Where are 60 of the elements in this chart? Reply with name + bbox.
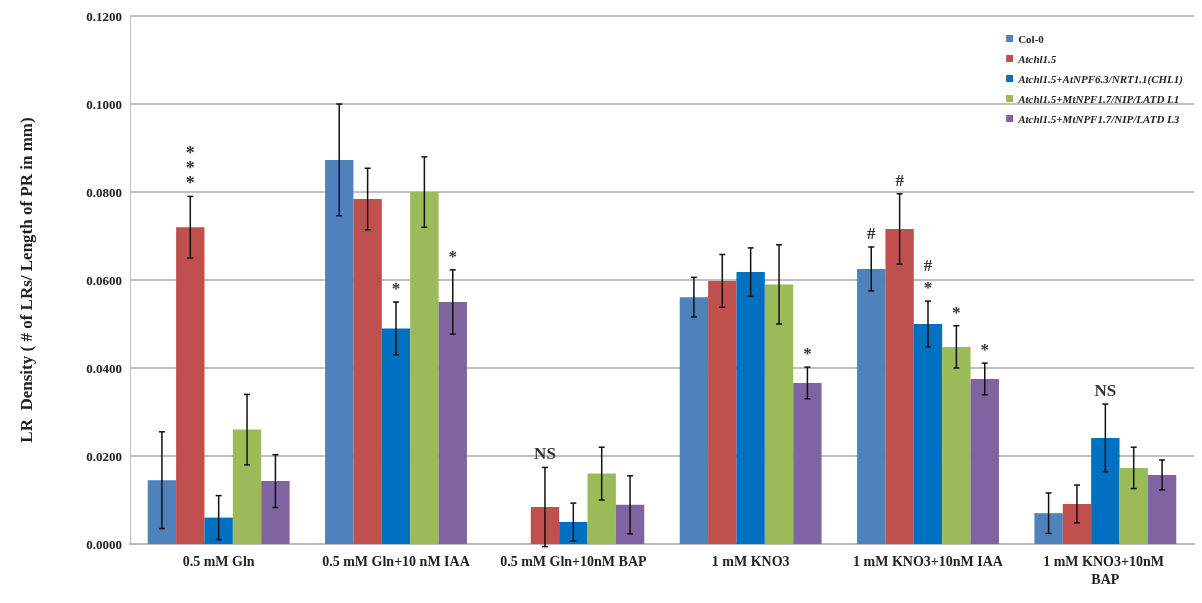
y-tick-label: 0.1000 [86, 96, 122, 112]
bar [1091, 437, 1120, 544]
y-tick-label: 0.0000 [86, 536, 122, 552]
annotation: * [952, 302, 961, 322]
annotation: *** [185, 142, 195, 193]
bar [970, 379, 999, 544]
bar [679, 297, 709, 544]
annotation: * [391, 279, 401, 298]
bar [708, 280, 737, 544]
annotation: NS [1094, 381, 1117, 401]
annotation: * [803, 344, 812, 364]
bar [1034, 513, 1063, 544]
legend-label: Atchl1.5+MtNPF1.7/NIP/LATD L3 [1017, 112, 1180, 125]
annotation: # [867, 224, 876, 243]
x-tick-label: 1 mM KNO3+10nM IAA [853, 553, 1004, 569]
y-tick-label: 0.0800 [86, 184, 122, 200]
bar [913, 324, 943, 544]
x-tick-label: 1 mM KNO3 [711, 553, 790, 569]
bar [353, 199, 382, 544]
bar [1062, 503, 1092, 544]
bar [587, 473, 616, 544]
bar [530, 507, 560, 544]
bar [857, 269, 886, 544]
annotation: # [923, 256, 933, 276]
bar [736, 272, 765, 544]
bar [1147, 474, 1177, 544]
annotation: # [895, 170, 905, 190]
bar [204, 517, 233, 544]
bar [232, 429, 262, 544]
legend-label: Atchl1.5 [1017, 52, 1057, 65]
x-tick-label: 1 mM KNO3+10nM BAP [1043, 553, 1168, 587]
annotation: * [448, 246, 457, 266]
y-tick-label: 0.0400 [86, 360, 122, 376]
bar [176, 227, 205, 544]
bar [559, 522, 588, 544]
x-tick-label: 0.5 mM Gln [182, 553, 255, 569]
bar [438, 302, 467, 544]
legend-label: Atchl1.5+AtNPF6.3/NRT1.1(CHL1) [1017, 72, 1183, 86]
x-tick-label: 0.5 mM Gln+10nM BAP [500, 553, 647, 569]
y-tick-label: 0.0200 [86, 448, 122, 464]
bar [764, 284, 794, 544]
y-axis-title: LR Density ( # of LRs/ Length of PR in mm) [17, 117, 36, 443]
x-tick-label: 0.5 mM Gln+10 nM IAA [322, 553, 471, 569]
bar [261, 481, 290, 544]
bar [381, 328, 411, 544]
bar [1119, 467, 1148, 544]
annotation: * [980, 340, 989, 360]
bar [325, 159, 354, 544]
bar [615, 504, 645, 544]
bar [793, 382, 822, 544]
bar [942, 346, 971, 544]
bar [147, 480, 177, 544]
annotation: * [923, 278, 933, 298]
annotation: NS [534, 444, 556, 464]
y-tick-label: 0.0600 [86, 272, 122, 288]
legend-label: Atchl1.5+MtNPF1.7/NIP/LATD L1 [1017, 92, 1180, 105]
y-tick-label: 0.1200 [86, 8, 122, 24]
legend-label: Col-0 [1018, 32, 1045, 45]
bar [885, 228, 914, 544]
bar [410, 192, 439, 544]
